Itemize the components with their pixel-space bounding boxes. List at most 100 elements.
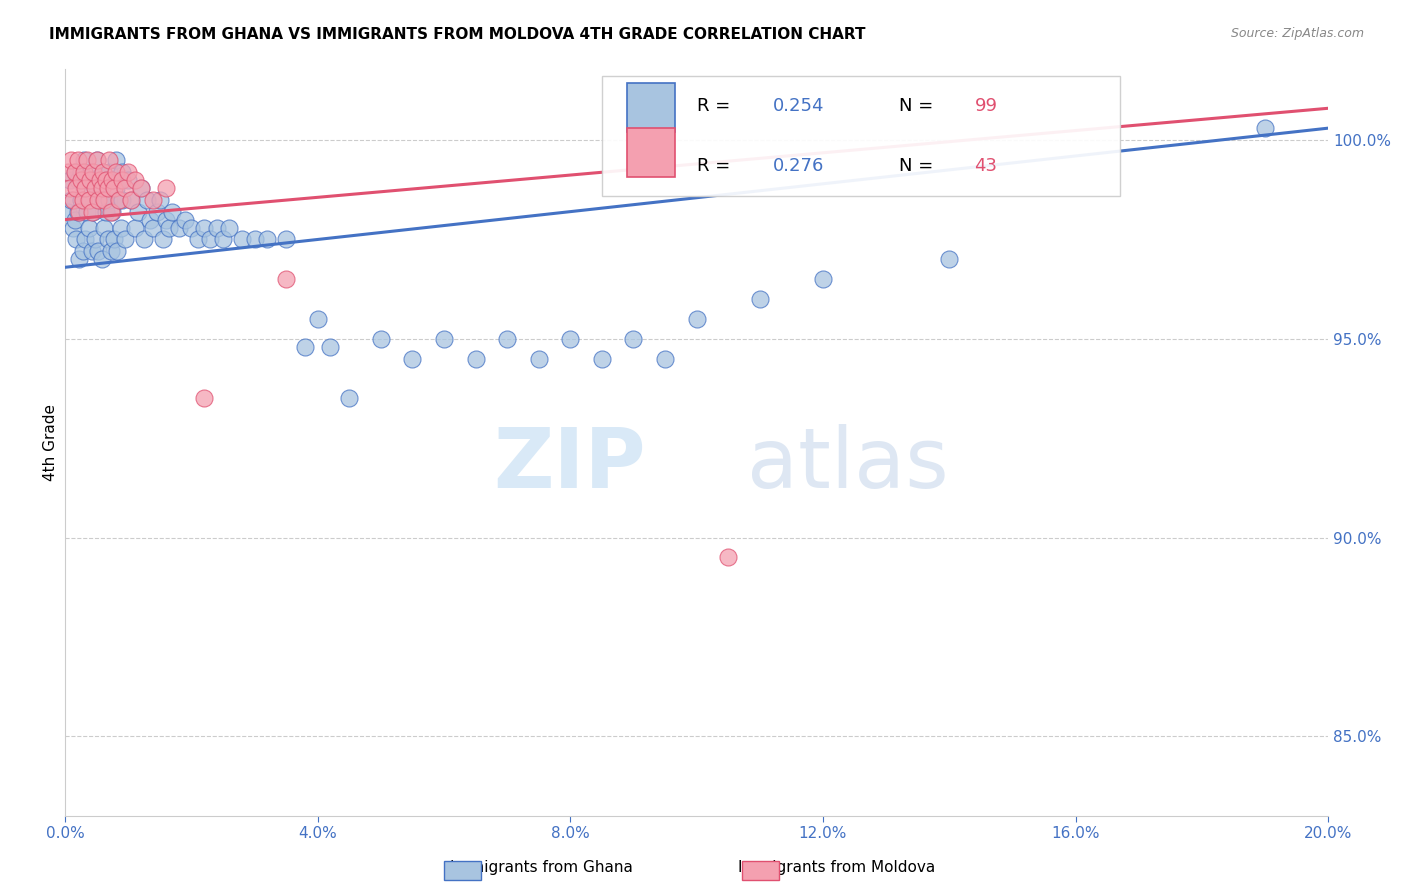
Point bbox=[70, 173, 93, 187]
Point bbox=[307, 312, 329, 326]
Point bbox=[717, 550, 740, 565]
Point bbox=[89, 193, 111, 207]
Point bbox=[623, 332, 645, 346]
Point bbox=[82, 204, 104, 219]
Point bbox=[114, 181, 136, 195]
Point bbox=[89, 173, 111, 187]
Point bbox=[75, 232, 97, 246]
Point bbox=[101, 204, 124, 219]
Point bbox=[124, 220, 146, 235]
Point bbox=[107, 193, 129, 207]
Point bbox=[103, 232, 125, 246]
Point bbox=[319, 340, 342, 354]
Point bbox=[58, 165, 80, 179]
Point bbox=[87, 193, 110, 207]
Point bbox=[145, 204, 167, 219]
Point bbox=[100, 204, 122, 219]
Point bbox=[685, 312, 707, 326]
Point bbox=[90, 181, 112, 195]
Point bbox=[76, 153, 98, 167]
Point bbox=[63, 165, 86, 179]
Point bbox=[212, 232, 235, 246]
Point bbox=[167, 220, 190, 235]
Point bbox=[60, 193, 83, 207]
Point bbox=[72, 244, 94, 259]
Point bbox=[93, 193, 115, 207]
Text: N =: N = bbox=[898, 97, 939, 115]
Point bbox=[73, 153, 96, 167]
Point bbox=[94, 173, 117, 187]
Point bbox=[155, 181, 177, 195]
Point bbox=[1254, 121, 1277, 136]
Point bbox=[120, 193, 142, 207]
Point bbox=[79, 173, 101, 187]
Point bbox=[401, 351, 423, 366]
Point bbox=[101, 173, 124, 187]
Point bbox=[129, 181, 152, 195]
Point bbox=[72, 193, 94, 207]
Text: Immigrants from Ghana: Immigrants from Ghana bbox=[450, 861, 633, 875]
Point bbox=[80, 204, 103, 219]
Point bbox=[89, 173, 111, 187]
Text: 99: 99 bbox=[974, 97, 997, 115]
Point bbox=[748, 292, 770, 306]
Point bbox=[76, 204, 98, 219]
Point bbox=[205, 220, 228, 235]
Point bbox=[155, 212, 177, 227]
Point bbox=[274, 272, 297, 286]
Point bbox=[76, 173, 98, 187]
Point bbox=[107, 193, 129, 207]
Point bbox=[91, 165, 114, 179]
Point bbox=[243, 232, 266, 246]
Point bbox=[105, 244, 128, 259]
Point bbox=[152, 232, 174, 246]
Text: R =: R = bbox=[696, 157, 735, 175]
Point bbox=[82, 165, 104, 179]
Point bbox=[218, 220, 240, 235]
Point bbox=[193, 220, 215, 235]
Point bbox=[91, 193, 114, 207]
Point bbox=[101, 173, 124, 187]
Point bbox=[65, 232, 87, 246]
Text: atlas: atlas bbox=[748, 424, 949, 505]
FancyBboxPatch shape bbox=[602, 76, 1119, 195]
Point bbox=[104, 165, 127, 179]
Text: N =: N = bbox=[898, 157, 939, 175]
Point bbox=[97, 232, 120, 246]
Point bbox=[77, 220, 100, 235]
Point bbox=[98, 193, 121, 207]
Point bbox=[90, 252, 112, 267]
Point bbox=[142, 193, 165, 207]
Point bbox=[63, 165, 86, 179]
Point bbox=[811, 272, 834, 286]
Point bbox=[59, 173, 82, 187]
Point bbox=[59, 181, 82, 195]
Point bbox=[180, 220, 202, 235]
Point bbox=[103, 181, 125, 195]
Point bbox=[94, 173, 117, 187]
Point bbox=[117, 165, 139, 179]
Point bbox=[560, 332, 582, 346]
Point bbox=[91, 165, 114, 179]
Point bbox=[98, 153, 121, 167]
Point bbox=[94, 204, 117, 219]
Point bbox=[66, 153, 89, 167]
Point bbox=[93, 220, 115, 235]
Text: 43: 43 bbox=[974, 157, 997, 175]
Point bbox=[67, 252, 90, 267]
Point bbox=[86, 153, 108, 167]
Text: R =: R = bbox=[696, 97, 735, 115]
Point bbox=[97, 181, 120, 195]
Point bbox=[464, 351, 486, 366]
Point bbox=[527, 351, 550, 366]
Point bbox=[157, 220, 180, 235]
Point bbox=[174, 212, 197, 227]
Point bbox=[193, 392, 215, 406]
Point bbox=[86, 153, 108, 167]
Point bbox=[117, 173, 139, 187]
Point bbox=[70, 193, 93, 207]
Point bbox=[139, 212, 162, 227]
Point bbox=[111, 173, 134, 187]
Point bbox=[66, 204, 89, 219]
Point bbox=[136, 193, 159, 207]
